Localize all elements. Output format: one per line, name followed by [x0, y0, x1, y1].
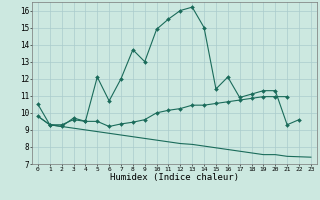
X-axis label: Humidex (Indice chaleur): Humidex (Indice chaleur) [110, 173, 239, 182]
